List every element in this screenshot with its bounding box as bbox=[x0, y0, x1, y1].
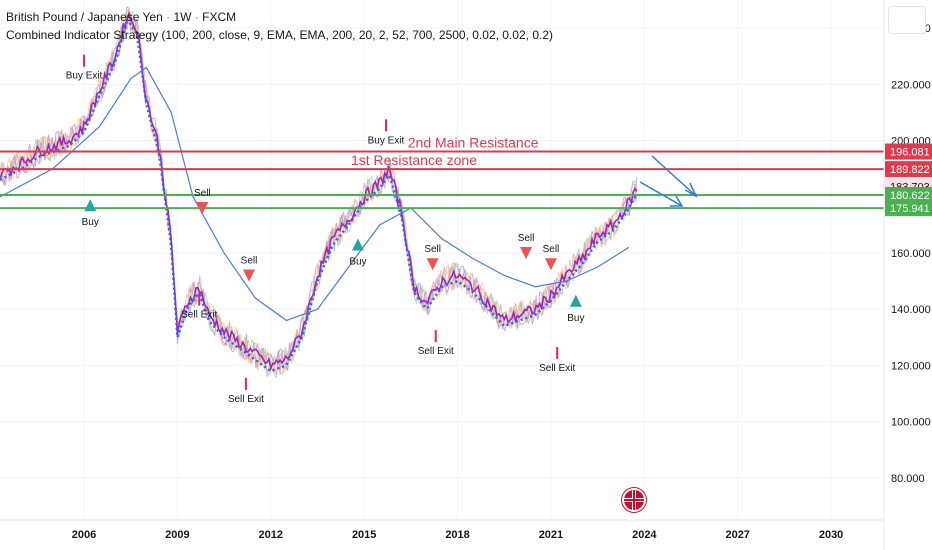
exit-marker-label: Sell Exit bbox=[181, 310, 217, 321]
plot-area bbox=[0, 6, 638, 379]
trend-arrow-head bbox=[670, 195, 684, 207]
sell-marker-label: Sell bbox=[518, 233, 535, 244]
grid bbox=[0, 0, 884, 520]
y-tick-label: 220.000 bbox=[891, 79, 931, 91]
x-tick-label: 2030 bbox=[819, 529, 843, 541]
sell-marker-label: Sell bbox=[543, 244, 560, 255]
x-tick-label: 2021 bbox=[539, 529, 563, 541]
symbol-title[interactable]: British Pound / Japanese Yen · 1W · FXCM bbox=[6, 8, 553, 26]
annotation-label: 1st Resistance zone bbox=[351, 152, 477, 168]
buy-marker[interactable] bbox=[351, 238, 364, 251]
price-label: 189.822 bbox=[890, 164, 930, 176]
x-tick-label: 2015 bbox=[352, 529, 376, 541]
price-label-bg bbox=[885, 187, 932, 204]
buy-marker[interactable] bbox=[84, 199, 97, 212]
price-label-bg bbox=[885, 143, 932, 160]
chart-header: British Pound / Japanese Yen · 1W · FXCM… bbox=[6, 8, 553, 44]
title-separator: · bbox=[191, 10, 203, 24]
exit-marker-label: Sell Exit bbox=[418, 346, 454, 357]
x-axis[interactable]: 2006 2009 2012 2015 2018 2021 2024 2027 2030 bbox=[0, 519, 884, 541]
title-separator: · bbox=[162, 10, 174, 24]
exit-marker-label: Buy Exit bbox=[66, 71, 103, 82]
sell-marker-label: Sell bbox=[241, 255, 258, 266]
price-label: 196.081 bbox=[890, 147, 930, 159]
y-axis[interactable]: 80.000100.000120.000140.000160.000180.00… bbox=[883, 0, 932, 550]
sell-marker[interactable] bbox=[426, 258, 439, 271]
buy-marker-label: Buy bbox=[82, 217, 99, 228]
exit-marker-label: Buy Exit bbox=[368, 135, 405, 146]
uk-flag-icon[interactable] bbox=[622, 488, 646, 512]
buy-marker-label: Buy bbox=[349, 257, 366, 268]
symbol-interval: 1W bbox=[173, 10, 192, 24]
symbol-exchange: FXCM bbox=[202, 10, 237, 24]
sell-marker[interactable] bbox=[544, 258, 557, 271]
noise-line bbox=[0, 6, 638, 373]
levels bbox=[0, 150, 884, 210]
sar-dots bbox=[0, 20, 638, 373]
symbol-name: British Pound / Japanese Yen bbox=[6, 10, 163, 24]
price-label: 175.941 bbox=[890, 203, 930, 215]
y-tick-label: 100.000 bbox=[891, 417, 931, 429]
x-tick-label: 2012 bbox=[259, 529, 283, 541]
price-line bbox=[0, 11, 638, 372]
price-label: 180.622 bbox=[890, 190, 930, 202]
sell-marker-label: Sell bbox=[194, 188, 211, 199]
x-tick-label: 2027 bbox=[725, 529, 749, 541]
sell-marker[interactable] bbox=[196, 202, 209, 214]
sell-marker-label: Sell bbox=[424, 244, 441, 255]
y-tick-label: 140.000 bbox=[891, 304, 931, 316]
noise-line bbox=[0, 11, 638, 376]
noise-line bbox=[0, 8, 638, 374]
exit-marker-label: Sell Exit bbox=[228, 394, 264, 405]
sell-marker[interactable] bbox=[520, 246, 533, 259]
noise-line bbox=[0, 9, 638, 379]
buy-marker[interactable] bbox=[569, 294, 582, 307]
trend-arrow-head bbox=[684, 182, 698, 198]
price-label-bg bbox=[885, 200, 932, 217]
y-tick-label: 160.000 bbox=[891, 248, 931, 260]
trend-arrow bbox=[639, 181, 683, 207]
x-tick-label: 2006 bbox=[72, 529, 96, 541]
ema-line bbox=[0, 66, 630, 322]
trade-markers: Buy Buy Buy Sell Sell Sell Sell Sell Buy Exit Buy… bbox=[66, 54, 584, 405]
buy-marker-label: Buy bbox=[567, 313, 584, 324]
price-label-bg bbox=[885, 161, 932, 178]
x-tick-label: 2009 bbox=[165, 529, 189, 541]
trend-arrows bbox=[639, 155, 698, 207]
annotation-label: 2nd Main Resistance bbox=[408, 135, 539, 151]
exit-marker-label: Sell Exit bbox=[539, 363, 575, 374]
sell-marker[interactable] bbox=[243, 269, 256, 282]
trend-arrow bbox=[651, 155, 697, 197]
y-tick-label: 80.000 bbox=[891, 473, 925, 485]
x-tick-label: 2024 bbox=[632, 529, 657, 541]
indicator-legend[interactable]: Combined Indicator Strategy (100, 200, c… bbox=[6, 28, 553, 42]
chart-settings-button[interactable] bbox=[888, 6, 926, 34]
y-tick-label: 120.000 bbox=[891, 360, 931, 372]
x-tick-label: 2018 bbox=[445, 529, 469, 541]
